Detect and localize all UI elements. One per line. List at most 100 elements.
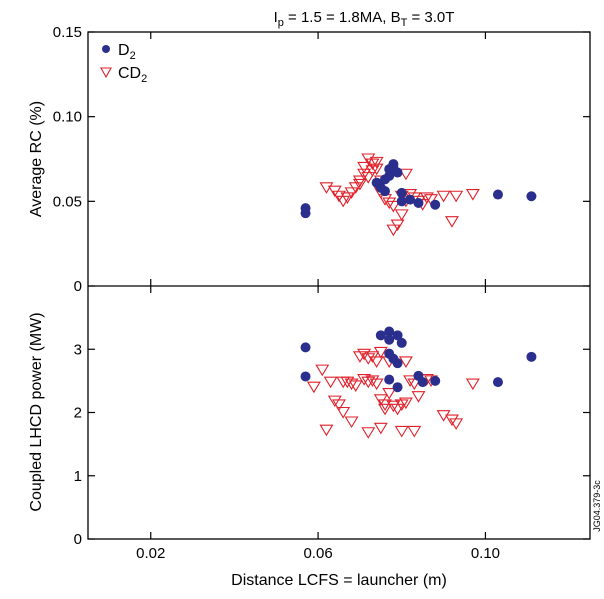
bottom-cd2-point	[394, 399, 409, 411]
title-subscript-p: p	[278, 17, 284, 29]
top-cd2-point	[369, 156, 384, 169]
bottom-d2-point	[430, 375, 441, 386]
x-tick-label: 0.10	[471, 545, 500, 562]
bottom-cd2-point	[344, 416, 359, 429]
bottom-y-tick-label: 1	[74, 468, 82, 485]
top-y-tick-label: 0.05	[53, 193, 82, 210]
top-cd2-point	[352, 175, 367, 188]
title-subscript-t: T	[401, 17, 408, 29]
figure-id: JG04.379-3c	[592, 480, 602, 532]
top-cd2-point	[382, 197, 397, 210]
bottom-cd2-point	[403, 375, 418, 387]
legend-cd2-main: CD	[118, 65, 141, 82]
top-y-axis-label: Average RC (%)	[28, 101, 45, 217]
bottom-cd2-point	[357, 374, 372, 386]
bottom-cd2-point	[390, 403, 405, 416]
bottom-cd2-point	[306, 381, 321, 394]
bottom-d2-point	[384, 326, 395, 337]
top-cd2-point	[319, 182, 334, 194]
bottom-cd2-point	[449, 418, 464, 430]
bottom-cd2-point	[344, 378, 359, 391]
top-cd2-point	[386, 224, 401, 237]
bottom-d2-point	[392, 358, 403, 369]
bottom-d2-point	[300, 342, 311, 353]
bottom-cd2-point	[378, 403, 392, 416]
x-tick-label: 0.02	[136, 545, 165, 562]
bottom-d2-point	[396, 337, 407, 348]
bottom-cd2-point	[407, 378, 422, 391]
bottom-cd2-point	[315, 364, 330, 377]
bottom-d2-point	[384, 334, 395, 345]
chart-title: Ip = 1.5 = 1.8MA, BT = 3.0T	[274, 9, 455, 29]
top-d2-point	[396, 187, 407, 198]
bottom-y-tick-label: 2	[74, 405, 82, 422]
title-middle: = 1.5 = 1.8MA, B	[284, 9, 401, 26]
x-axis-label: Distance LCFS = launcher (m)	[231, 572, 447, 589]
top-cd2-point	[340, 192, 355, 205]
bottom-cd2-point	[369, 378, 384, 391]
bottom-d2-point	[392, 382, 403, 393]
bottom-d2-point	[392, 330, 403, 341]
top-cd2-point	[386, 200, 401, 213]
legend-d2-sub: 2	[130, 50, 136, 62]
top-cd2-point	[424, 194, 439, 206]
bottom-cd2-point	[398, 356, 413, 368]
bottom-cd2-point	[357, 348, 372, 361]
bottom-cd2-point	[394, 425, 409, 438]
bottom-cd2-point	[411, 391, 426, 403]
top-cd2-point	[449, 190, 464, 203]
title-end: = 3.0T	[407, 9, 454, 26]
top-cd2-point	[403, 189, 418, 201]
top-cd2-point	[394, 209, 409, 221]
bottom-y-axis-label: Coupled LHCD power (MW)	[28, 312, 45, 511]
bottom-cd2-point	[373, 346, 388, 359]
top-cd2-point	[398, 168, 413, 181]
top-y-tick-label: 0.15	[53, 24, 82, 41]
bottom-cd2-point	[361, 376, 376, 389]
legend: D2 CD2	[100, 42, 147, 85]
bottom-cd2-point	[398, 397, 413, 410]
bottom-cd2-point	[319, 424, 334, 437]
bottom-cd2-point	[361, 427, 376, 439]
bottom-d2-point	[492, 377, 503, 388]
bottom-y-tick-label: 3	[74, 341, 82, 358]
top-d2-point	[392, 167, 403, 178]
top-d2-point	[430, 199, 441, 210]
top-cd2-point	[344, 187, 359, 199]
top-d2-point	[405, 194, 416, 205]
bottom-cd2-point	[386, 400, 401, 413]
bottom-cd2-point	[378, 399, 392, 411]
bottom-d2-point	[375, 330, 386, 341]
top-cd2-point	[465, 189, 480, 201]
axes-layer: 0 0.05 0.10 0.15 0.02 0.06 0.10 0 1 2 3	[53, 24, 590, 562]
bottom-cd2-point	[373, 422, 388, 435]
legend-label-cd2: CD2	[118, 65, 147, 85]
top-d2-point	[388, 159, 399, 170]
bottom-d2-point	[526, 351, 537, 362]
top-cd2-point	[444, 216, 459, 228]
legend-d2-main: D	[118, 42, 130, 59]
top-cd2-point	[352, 178, 367, 191]
bottom-cd2-point	[323, 376, 338, 389]
top-cd2-point	[361, 172, 376, 184]
bottom-cd2-point	[336, 406, 351, 419]
top-d2-point	[492, 189, 503, 200]
bottom-cd2-point	[348, 380, 363, 393]
top-d2-point	[396, 196, 407, 207]
bottom-d2-point	[300, 371, 311, 382]
bottom-cd2-point	[465, 378, 480, 391]
marks-layer	[300, 153, 537, 439]
bottom-cd2-point	[444, 414, 459, 427]
top-d2-point	[380, 186, 391, 197]
top-cd2-point	[365, 165, 380, 177]
title-main: I	[274, 9, 278, 26]
top-cd2-point	[419, 192, 434, 205]
x-tick-label: 0.06	[303, 545, 332, 562]
bottom-cd2-point	[382, 387, 397, 400]
bottom-d2-point	[417, 377, 428, 388]
top-d2-point	[526, 191, 537, 202]
bottom-cd2-point	[332, 399, 346, 411]
top-cd2-point	[390, 219, 405, 232]
legend-cd2-sub: 2	[141, 73, 147, 85]
